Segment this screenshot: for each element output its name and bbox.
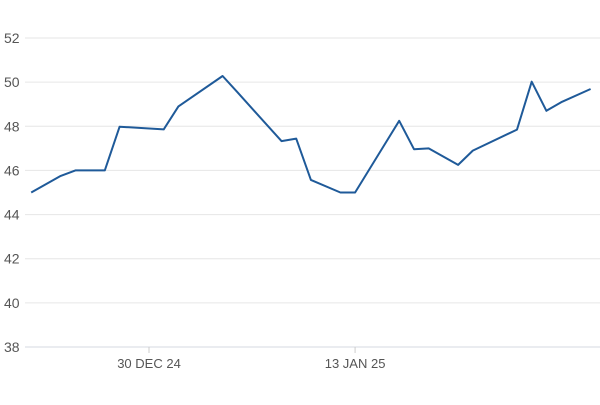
y-tick-label: 46 (4, 162, 20, 178)
y-axis: 38 40 42 44 46 48 50 52 (4, 30, 20, 355)
y-tick-label: 44 (4, 207, 20, 223)
x-tick-label: 30 DEC 24 (117, 356, 181, 371)
y-tick-label: 48 (4, 118, 20, 134)
y-tick-label: 50 (4, 74, 20, 90)
y-tick-label: 52 (4, 30, 20, 46)
y-tick-label: 40 (4, 295, 20, 311)
y-tick-label: 42 (4, 251, 20, 267)
x-tick-label: 13 JAN 25 (325, 356, 386, 371)
y-tick-label: 38 (4, 339, 20, 355)
gridlines (25, 38, 600, 347)
x-axis: 30 DEC 24 13 JAN 25 (117, 347, 385, 371)
series-line (31, 76, 590, 193)
